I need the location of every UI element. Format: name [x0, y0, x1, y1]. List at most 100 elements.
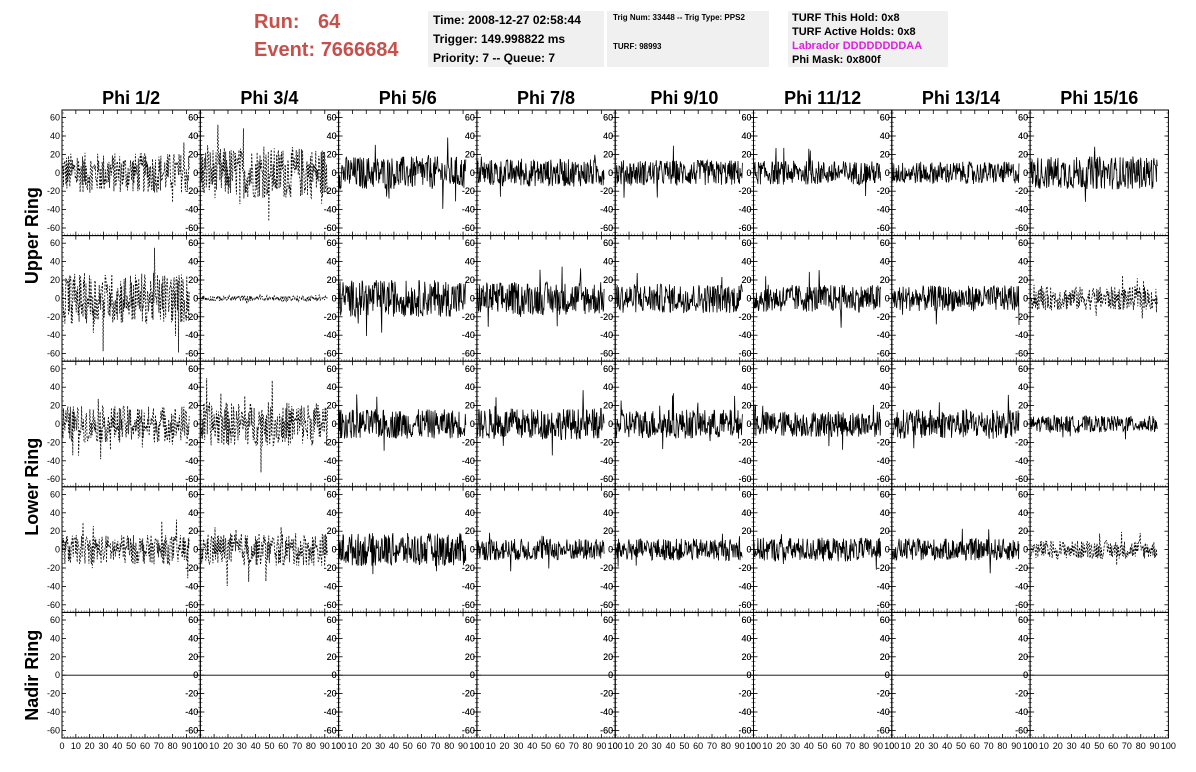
y-tick-label: 20 [603, 149, 613, 159]
waveform-trace [476, 154, 605, 197]
y-tick-label: 40 [603, 257, 613, 267]
y-tick-label: -60 [47, 725, 60, 735]
y-tick-label: 20 [327, 149, 337, 159]
waveform-trace [199, 378, 328, 473]
y-tick-label: 40 [1018, 257, 1028, 267]
y-tick-label: -20 [738, 186, 751, 196]
y-tick-label: -20 [600, 186, 613, 196]
waveform-trace [614, 272, 743, 314]
y-tick-label: 0 [885, 419, 890, 429]
y-tick-label: 20 [465, 526, 475, 536]
y-tick-label: -20 [462, 563, 475, 573]
y-tick-label: 0 [608, 419, 613, 429]
run-value: 64 [318, 11, 341, 33]
y-tick-label: -20 [600, 563, 613, 573]
y-tick-label: -20 [462, 312, 475, 322]
y-tick-label: 0 [193, 670, 198, 680]
y-tick-label: 0 [55, 293, 60, 303]
y-tick-label: -20 [47, 689, 60, 699]
y-tick-label: 60 [603, 489, 613, 499]
y-tick-label: 40 [465, 508, 475, 518]
y-tick-label: 40 [188, 257, 198, 267]
event-label: Event: [254, 39, 316, 61]
y-tick-label: -40 [877, 581, 890, 591]
column-header: Phi 1/2 [102, 88, 160, 108]
y-tick-label: -20 [462, 186, 475, 196]
y-tick-label: 40 [465, 131, 475, 141]
y-tick-label: -20 [738, 437, 751, 447]
y-tick-label: -60 [324, 600, 337, 610]
y-tick-label: 60 [1018, 113, 1028, 123]
waveform-trace [1029, 146, 1158, 202]
y-tick-label: 0 [470, 419, 475, 429]
waveform-trace [753, 404, 882, 450]
y-tick-label: -40 [738, 205, 751, 215]
y-tick-label: 0 [746, 545, 751, 555]
y-tick-label: -40 [1015, 205, 1028, 215]
y-tick-label: 20 [327, 526, 337, 536]
turf-active-holds-text: TURF Active Holds: 0x8 [792, 26, 916, 38]
y-tick-label: 20 [188, 275, 198, 285]
y-tick-label: 20 [603, 401, 613, 411]
y-tick-label: -40 [185, 456, 198, 466]
y-tick-label: 20 [465, 401, 475, 411]
waveform-trace [614, 533, 743, 567]
y-tick-label: -20 [1015, 437, 1028, 447]
y-tick-label: 60 [880, 113, 890, 123]
column-header: Phi 3/4 [240, 88, 298, 108]
y-tick-label: 0 [55, 168, 60, 178]
waveform-trace [476, 266, 605, 327]
y-tick-label: 60 [880, 364, 890, 374]
y-tick-label: -60 [1015, 474, 1028, 484]
y-tick-label: -20 [47, 186, 60, 196]
y-tick-label: 20 [1018, 401, 1028, 411]
waveform-trace [61, 519, 190, 579]
y-tick-label: 0 [332, 545, 337, 555]
y-tick-label: 40 [465, 382, 475, 392]
row-label: Lower Ring [22, 438, 42, 536]
time-text: Time: 2008-12-27 02:58:44 [433, 13, 581, 27]
column-header: Phi 15/16 [1060, 88, 1138, 108]
y-tick-label: -40 [738, 456, 751, 466]
y-tick-label: 60 [741, 489, 751, 499]
y-tick-label: 0 [470, 545, 475, 555]
waveform-trace [338, 137, 467, 209]
y-tick-label: 60 [465, 364, 475, 374]
labrador-text: Labrador DDDDDDDDAA [792, 40, 923, 52]
trig-num-text: Trig Num: 33448 -- Trig Type: PPS2 [613, 13, 745, 22]
waveform-trace [753, 534, 882, 570]
y-tick-label: 60 [1018, 364, 1028, 374]
y-tick-label: 40 [1018, 131, 1028, 141]
y-tick-label: -20 [877, 563, 890, 573]
y-tick-label: -60 [877, 474, 890, 484]
y-tick-label: -40 [324, 330, 337, 340]
y-tick-label: -40 [462, 581, 475, 591]
y-tick-label: -60 [877, 349, 890, 359]
y-tick-label: -40 [47, 330, 60, 340]
y-tick-label: -20 [324, 563, 337, 573]
waveform-trace [891, 528, 1020, 574]
row-label: Upper Ring [22, 187, 42, 284]
y-tick-label: -20 [877, 312, 890, 322]
y-tick-label: 20 [880, 526, 890, 536]
y-tick-label: 60 [327, 489, 337, 499]
y-tick-label: 0 [470, 168, 475, 178]
column-header: Phi 13/14 [922, 88, 1000, 108]
y-tick-label: 60 [188, 238, 198, 248]
y-tick-label: 60 [188, 113, 198, 123]
time-info-box: Time: 2008-12-27 02:58:44 Trigger: 149.9… [428, 11, 604, 67]
y-tick-label: 0 [608, 293, 613, 303]
y-tick-label: -60 [1015, 223, 1028, 233]
y-tick-label: 60 [741, 238, 751, 248]
y-tick-label: 60 [465, 113, 475, 123]
turf-info-box: TURF This Hold: 0x8 TURF Active Holds: 0… [788, 11, 948, 67]
y-tick-label: 20 [880, 149, 890, 159]
waveform-trace [1029, 275, 1158, 319]
y-tick-label: -60 [185, 474, 198, 484]
y-tick-label: 60 [465, 238, 475, 248]
waveform-trace [753, 270, 882, 328]
y-tick-label: 40 [880, 382, 890, 392]
y-tick-label: -40 [185, 205, 198, 215]
y-tick-label: -40 [877, 330, 890, 340]
y-tick-label: -20 [324, 312, 337, 322]
